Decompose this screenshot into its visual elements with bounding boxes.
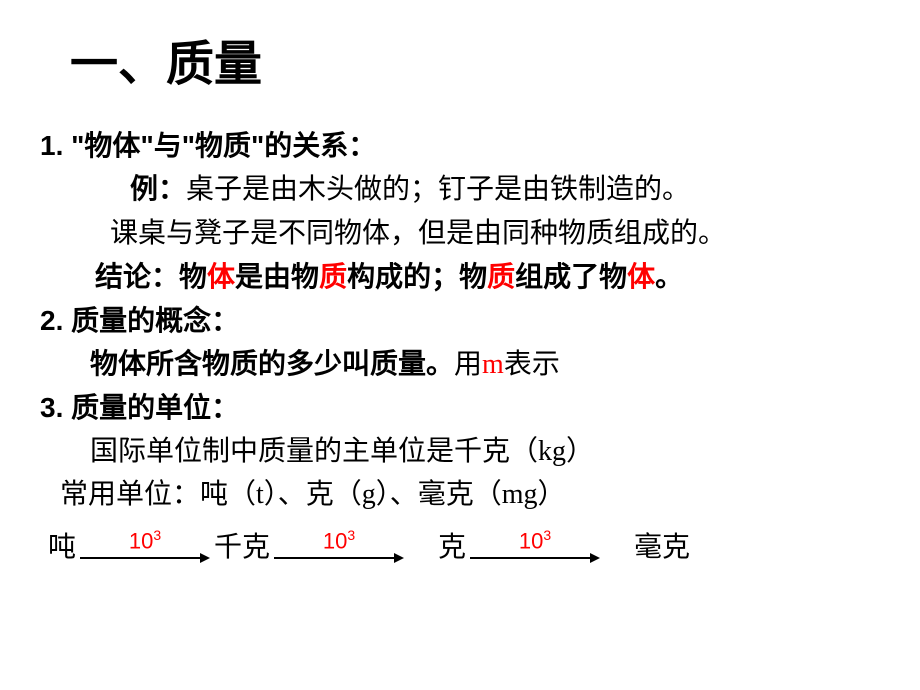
section2-def: 物体所含物质的多少叫质量。用m表示 [90, 342, 890, 386]
section3-line1: 国际单位制中质量的主单位是千克（kg） [90, 430, 890, 473]
s1-pre: 1. "物 [40, 130, 112, 161]
section1-example: 例：桌子是由木头做的；钉子是由铁制造的。 [130, 167, 890, 211]
section3-heading: 3. 质量的单位： [40, 386, 890, 429]
arrow-1: 103 [80, 528, 210, 564]
unit-kg: 千克 [210, 525, 274, 565]
page-title: 一、质量 [70, 24, 890, 94]
s1-post: "的关系： [251, 130, 376, 161]
c-r3: 质 [487, 261, 515, 292]
section3-line2: 常用单位：吨（t）、克（g）、毫克（mg） [60, 473, 890, 516]
unit-conversion-row: 吨 103 千克 103 克 103 毫克 [44, 525, 890, 565]
c5: 。 [655, 261, 683, 292]
c-r4: 体 [627, 261, 655, 292]
example-text: 桌子是由木头做的；钉子是由铁制造的。 [186, 174, 690, 205]
c3: 构成的；物 [347, 261, 487, 292]
fe3: 3 [543, 527, 551, 543]
c-r1: 体 [207, 261, 235, 292]
section1-note: 课桌与凳子是不同物体，但是由同种物质组成的。 [110, 212, 890, 255]
c-label: 结论： [95, 261, 179, 292]
c2: 是由物 [235, 261, 319, 292]
s1-m: "与"物 [140, 130, 223, 161]
s2-post: 表示 [504, 349, 560, 380]
section1-conclusion: 结论：物体是由物质构成的；物质组成了物体。 [95, 255, 890, 298]
arrow-icon [470, 551, 600, 565]
arrow-icon [80, 551, 210, 565]
example-label: 例： [130, 173, 186, 204]
factor-1: 103 [129, 528, 161, 552]
section2-heading: 2. 质量的概念： [40, 299, 890, 342]
s2-pre: 物体所含物质的多少叫质量。 [90, 348, 454, 379]
s2-mid: 用 [454, 349, 482, 380]
arrow-2: 103 [274, 528, 404, 564]
s1-r1: 体 [112, 130, 140, 161]
factor-3: 103 [519, 528, 551, 552]
fe2: 3 [347, 527, 355, 543]
c-r2: 质 [319, 261, 347, 292]
factor-2: 103 [323, 528, 355, 552]
fe1: 3 [153, 527, 161, 543]
arrow-3: 103 [470, 528, 600, 564]
slide-container: 一、质量 1. "物体"与"物质"的关系： 例：桌子是由木头做的；钉子是由铁制造… [0, 0, 920, 565]
s2-sym: m [482, 349, 504, 380]
c4: 组成了物 [515, 261, 627, 292]
unit-mg: 毫克 [630, 525, 694, 565]
section1-heading: 1. "物体"与"物质"的关系： [40, 124, 890, 167]
arrow-icon [274, 551, 404, 565]
s1-r2: 质 [223, 130, 251, 161]
unit-ton: 吨 [44, 525, 80, 565]
c1: 物 [179, 261, 207, 292]
unit-g: 克 [434, 525, 470, 565]
